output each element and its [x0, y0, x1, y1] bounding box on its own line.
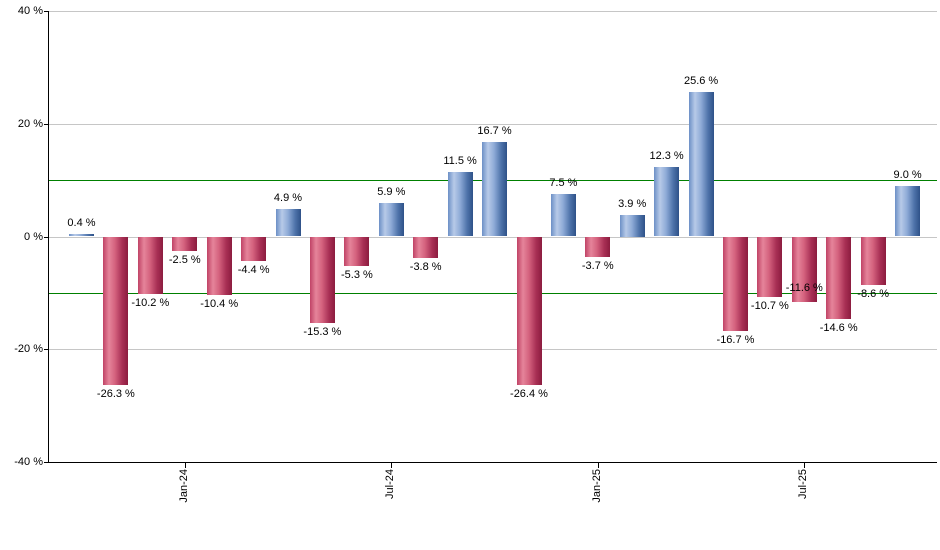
bar [585, 236, 611, 258]
y-tick [44, 236, 48, 238]
bar-label: 0.4 % [67, 217, 96, 230]
bar-label: -10.2 % [131, 297, 170, 309]
y-tick [44, 123, 48, 125]
bar-label: 12.3 % [649, 150, 684, 163]
x-tick [804, 463, 806, 468]
bar-label: 4.9 % [273, 191, 303, 204]
y-axis-label: 0 % [24, 230, 43, 243]
bar-label: 11.5 % [443, 154, 477, 167]
bar [688, 92, 714, 237]
y-tick [44, 462, 48, 463]
bar-label: -4.4 % [237, 264, 270, 277]
bar-label: -14.6 % [819, 321, 858, 334]
bar [860, 236, 886, 285]
y-axis-label: -20 % [14, 343, 43, 356]
bar-label: -26.3 % [96, 387, 135, 400]
bar-label: 7.5 % [549, 177, 578, 190]
bar [791, 236, 817, 302]
x-axis-label: Jul-24 [384, 469, 397, 499]
bar [172, 236, 198, 251]
y-tick [44, 11, 48, 12]
bar-label: -16.7 % [716, 333, 755, 346]
bar [895, 185, 921, 237]
bar [757, 236, 783, 297]
bar [550, 194, 576, 237]
bar [826, 236, 852, 319]
y-axis-line [48, 11, 49, 463]
bar [482, 142, 507, 237]
bar-label: -15.3 % [303, 325, 342, 338]
x-tick [391, 463, 393, 468]
gridline [48, 123, 937, 125]
bar-label: 25.6 % [683, 75, 719, 88]
bar-label: -10.4 % [200, 298, 239, 311]
bar-label: -10.7 % [750, 299, 789, 312]
bar [103, 236, 129, 385]
bar-label: 5.9 % [377, 186, 406, 199]
bar-label: -3.8 % [409, 260, 442, 273]
bar [275, 208, 301, 237]
bar-label: -5.3 % [340, 269, 373, 282]
bar [447, 171, 473, 237]
bar [516, 236, 542, 386]
x-tick [184, 463, 186, 468]
bar [206, 236, 232, 296]
y-axis-label: -40 % [14, 456, 43, 468]
bar-label: -2.5 % [168, 253, 201, 266]
x-tick [597, 463, 599, 468]
y-tick [44, 349, 48, 351]
bar [723, 236, 748, 331]
x-axis-label: Jul-25 [797, 469, 810, 499]
x-axis-label: Jan-25 [590, 469, 603, 503]
bar-label: -26.4 % [510, 388, 548, 401]
x-axis-line [48, 462, 937, 463]
gridline [48, 11, 937, 12]
bar [413, 236, 439, 258]
bar [378, 203, 404, 237]
bar-label: 9.0 % [893, 168, 922, 181]
bar [137, 236, 163, 294]
gridline [48, 236, 937, 238]
gridline [48, 349, 937, 351]
bar-label: -8.6 % [857, 288, 890, 300]
x-axis-label: Jan-24 [177, 469, 190, 503]
bar [619, 214, 645, 237]
bar-label: 16.7 % [477, 125, 512, 138]
bar [344, 236, 370, 267]
bar [69, 234, 94, 237]
y-axis-label: 20 % [17, 117, 43, 130]
bar-label: -3.7 % [581, 260, 614, 273]
threshold-line [48, 292, 937, 294]
bar-label: -11.6 % [785, 281, 823, 294]
bar-label: 3.9 % [618, 197, 647, 210]
y-axis-label: 40 % [17, 5, 43, 17]
bar [309, 236, 335, 323]
bar [654, 167, 680, 237]
bar [241, 236, 267, 262]
